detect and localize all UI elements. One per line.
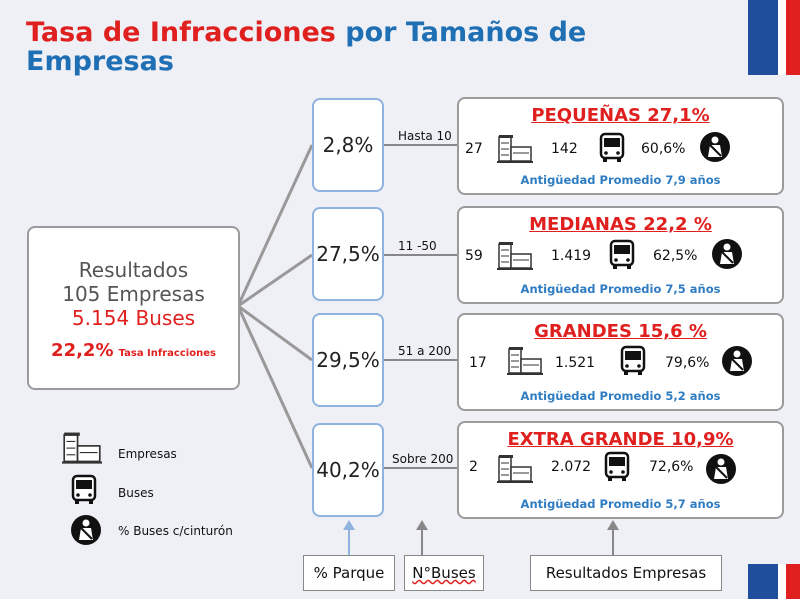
category-box-3: EXTRA GRANDE 10,9% 2 2.072 72,6% Antigüe…	[457, 421, 784, 519]
summary-line2: 105 Empresas	[62, 282, 205, 306]
category-title: EXTRA GRANDE 10,9%	[507, 429, 734, 450]
flag-decoration-bottom	[748, 564, 800, 599]
category-companies: 59	[465, 248, 483, 264]
category-belt: 62,5%	[653, 248, 698, 264]
parque-pct-2: 29,5%	[312, 313, 384, 407]
range-label-3: Sobre 200	[392, 452, 454, 466]
summary-rate-value: 22,2%	[51, 340, 114, 361]
parque-pct-3: 40,2%	[312, 423, 384, 517]
category-belt: 72,6%	[649, 459, 694, 475]
bus-icon	[620, 345, 646, 375]
category-companies: 27	[465, 141, 483, 157]
summary-box: Resultados 105 Empresas 5.154 Buses 22,2…	[27, 226, 240, 390]
bus-icon	[599, 132, 625, 162]
seatbelt-icon	[712, 239, 742, 269]
category-buses: 2.072	[551, 459, 592, 475]
seatbelt-icon	[700, 132, 730, 162]
legend-seatbelt-icon	[71, 515, 101, 545]
legend-building-icon	[62, 432, 102, 464]
legend-buses: Buses	[118, 486, 154, 500]
range-label-1: 11 -50	[398, 239, 437, 253]
summary-rate-label: Tasa Infracciones	[118, 348, 216, 359]
range-label-2: 51 a 200	[398, 344, 452, 358]
legend-belt: % Buses c/cinturón	[118, 524, 233, 538]
parque-pct-0: 2,8%	[312, 98, 384, 192]
category-buses: 1.419	[551, 248, 592, 264]
flag-decoration-top	[748, 0, 800, 75]
summary-line1: Resultados	[78, 258, 189, 282]
legend-companies: Empresas	[118, 447, 177, 461]
category-age: Antigüedad Promedio 7,9 años	[520, 173, 721, 187]
category-box-2: GRANDES 15,6 % 17 1.521 79,6% Antigüedad…	[457, 313, 784, 411]
category-title: MEDIANAS 22,2 %	[529, 214, 712, 235]
category-title: GRANDES 15,6 %	[534, 321, 707, 342]
category-buses: 1.521	[555, 355, 596, 371]
bottom-label-buses: N°Buses	[404, 555, 484, 591]
category-box-1: MEDIANAS 22,2 % 59 1.419 62,5% Antigüeda…	[457, 206, 784, 304]
bus-icon	[604, 451, 630, 481]
category-box-0: PEQUEÑAS 27,1% 27 142 60,6% Antigüedad P…	[457, 97, 784, 195]
seatbelt-icon	[706, 454, 736, 484]
page-title: Tasa de Infracciones por Tamaños de Empr…	[26, 17, 587, 77]
seatbelt-icon	[722, 346, 752, 376]
category-age: Antigüedad Promedio 7,5 años	[520, 282, 721, 296]
legend-bus-icon	[71, 474, 97, 504]
category-buses: 142	[551, 141, 578, 157]
bottom-label-parque: % Parque	[303, 555, 395, 591]
building-icon	[507, 347, 543, 375]
building-icon	[497, 242, 533, 270]
category-title: PEQUEÑAS 27,1%	[531, 105, 710, 126]
parque-pct-1: 27,5%	[312, 207, 384, 301]
building-icon	[497, 455, 533, 483]
bottom-label-empresas: Resultados Empresas	[530, 555, 722, 591]
bus-icon	[609, 239, 635, 269]
category-belt: 60,6%	[641, 141, 686, 157]
category-companies: 17	[469, 355, 487, 371]
summary-line3: 5.154 Buses	[71, 306, 196, 330]
summary-rate: 22,2% Tasa Infracciones	[29, 340, 238, 361]
range-label-0: Hasta 10	[398, 129, 452, 143]
building-icon	[497, 135, 533, 163]
category-age: Antigüedad Promedio 5,7 años	[520, 497, 721, 511]
category-belt: 79,6%	[665, 355, 710, 371]
category-companies: 2	[469, 459, 478, 475]
category-age: Antigüedad Promedio 5,2 años	[520, 389, 721, 403]
